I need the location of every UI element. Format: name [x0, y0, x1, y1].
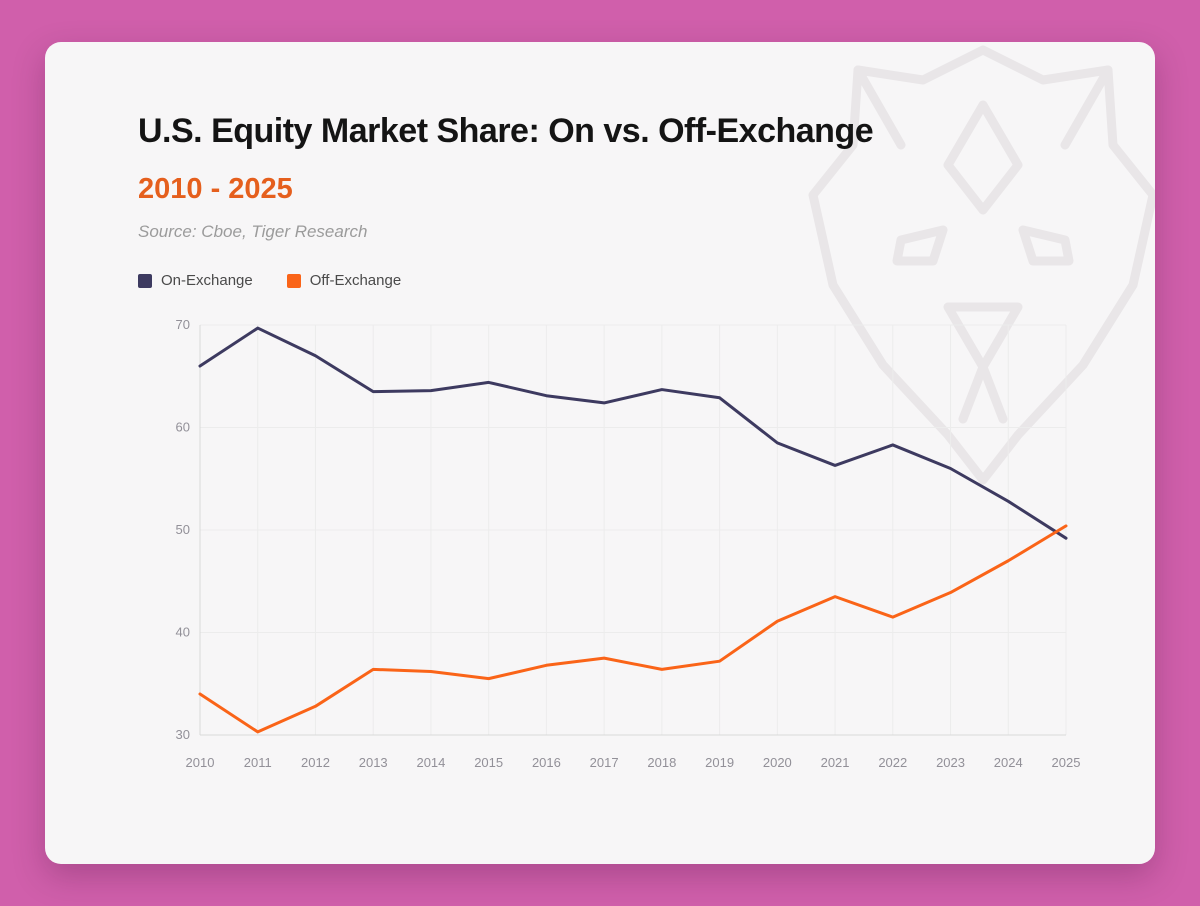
svg-text:2024: 2024: [994, 755, 1023, 770]
svg-text:2018: 2018: [647, 755, 676, 770]
svg-text:2025: 2025: [1052, 755, 1081, 770]
svg-text:2011: 2011: [244, 755, 272, 770]
svg-text:2022: 2022: [878, 755, 907, 770]
chart-card: U.S. Equity Market Share: On vs. Off-Exc…: [45, 42, 1155, 864]
page-title: U.S. Equity Market Share: On vs. Off-Exc…: [138, 112, 874, 150]
svg-text:2020: 2020: [763, 755, 792, 770]
source-caption: Source: Cboe, Tiger Research: [138, 222, 368, 241]
on-exchange-label: On-Exchange: [161, 272, 253, 289]
svg-text:50: 50: [176, 522, 190, 537]
svg-text:2021: 2021: [821, 755, 850, 770]
svg-text:2017: 2017: [590, 755, 619, 770]
svg-text:60: 60: [176, 420, 190, 435]
svg-text:2010: 2010: [186, 755, 215, 770]
series-line-off-exchange: [198, 524, 1068, 734]
svg-text:30: 30: [176, 727, 190, 742]
legend: On-Exchange Off-Exchange: [138, 272, 1155, 289]
subtitle-years: 2010 - 2025: [138, 173, 293, 205]
svg-text:2015: 2015: [474, 755, 503, 770]
legend-item-on-exchange: On-Exchange: [138, 272, 253, 289]
svg-text:2012: 2012: [301, 755, 330, 770]
svg-text:2013: 2013: [359, 755, 388, 770]
line-chart: 2010 2011 2012 2013 2014 2015 2016 2017 2018 2019…: [152, 313, 1155, 788]
svg-text:2014: 2014: [416, 755, 445, 770]
svg-text:40: 40: [176, 625, 190, 640]
series-line-on-exchange: [198, 326, 1068, 540]
svg-text:2019: 2019: [705, 755, 734, 770]
legend-item-off-exchange: Off-Exchange: [286, 272, 402, 289]
off-exchange-swatch: [286, 273, 301, 288]
svg-text:2016: 2016: [532, 755, 561, 770]
on-exchange-swatch: [138, 273, 152, 288]
off-exchange-label: Off-Exchange: [309, 272, 402, 289]
svg-text:2023: 2023: [936, 755, 965, 770]
svg-text:70: 70: [176, 317, 190, 332]
